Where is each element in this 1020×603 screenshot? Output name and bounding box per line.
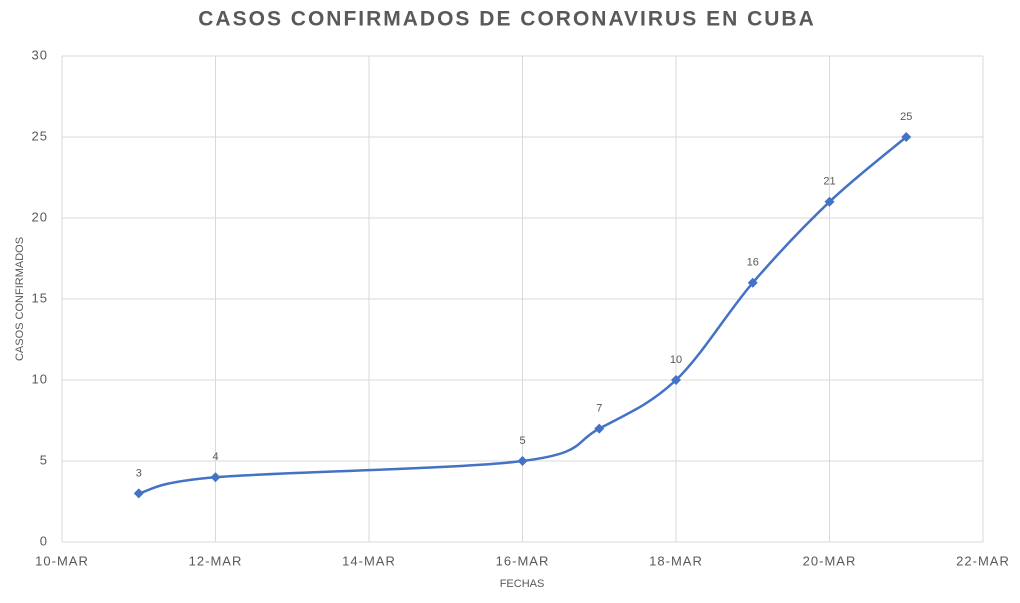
- x-tick-label: 16-MAR: [496, 553, 550, 568]
- data-label: 7: [596, 403, 602, 415]
- x-axis-label: FECHAS: [500, 578, 545, 590]
- data-label: 25: [900, 111, 912, 123]
- data-label: 3: [136, 467, 142, 479]
- data-label: 10: [670, 354, 682, 366]
- y-tick-label: 0: [40, 533, 48, 548]
- x-tick-label: 14-MAR: [342, 553, 396, 568]
- data-point: [133, 488, 144, 499]
- x-tick-label: 18-MAR: [649, 553, 703, 568]
- data-label: 21: [823, 176, 835, 188]
- data-point: [671, 375, 681, 385]
- data-point: [901, 132, 912, 142]
- x-tick-label: 12-MAR: [189, 553, 243, 568]
- y-tick-label: 30: [32, 47, 48, 62]
- data-point: [517, 456, 528, 466]
- series-line: [138, 136, 908, 495]
- y-tick-label: 15: [32, 290, 48, 305]
- y-tick-label: 10: [32, 371, 48, 386]
- y-tick-label: 5: [40, 452, 48, 467]
- data-point: [594, 423, 605, 434]
- data-label: 16: [747, 257, 759, 269]
- x-tick-label: 10-MAR: [35, 553, 89, 568]
- x-tick-label: 22-MAR: [956, 553, 1010, 568]
- data-point: [210, 472, 221, 483]
- data-label: 4: [212, 451, 218, 463]
- data-label: 5: [519, 435, 525, 447]
- y-tick-label: 20: [32, 209, 48, 224]
- data-point: [824, 196, 835, 207]
- data-point: [747, 277, 758, 288]
- y-axis-label: CASOS CONFIRMADOS: [14, 237, 26, 361]
- chart-title: CASOS CONFIRMADOS DE CORONAVIRUS EN CUBA: [198, 8, 815, 31]
- y-tick-label: 25: [32, 128, 48, 143]
- x-tick-label: 20-MAR: [803, 553, 857, 568]
